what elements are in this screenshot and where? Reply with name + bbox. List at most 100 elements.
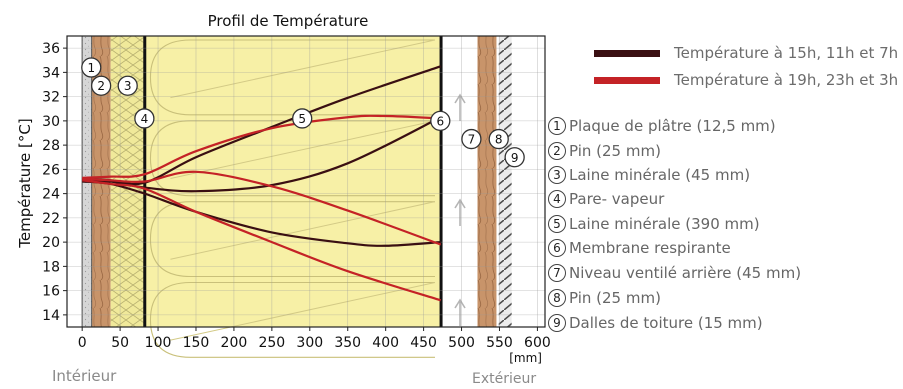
- y-tick-label: 16: [42, 284, 60, 300]
- marker-circle-9: [504, 147, 525, 168]
- y-tick-label: 22: [42, 211, 60, 227]
- x-tick-label: 350: [334, 335, 361, 351]
- y-tick-label: 36: [42, 41, 60, 57]
- y-tick-label: 26: [42, 162, 60, 178]
- layer-badge-7: 7: [548, 264, 566, 282]
- layer-label-2: Pin (25 mm): [569, 142, 661, 160]
- marker-circle-6: [430, 110, 451, 132]
- x-tick-label: 550: [486, 335, 513, 351]
- layer-pine-outer: [477, 36, 497, 327]
- marker-label-4: 4: [141, 112, 149, 126]
- vent-arrow-top: [454, 298, 466, 326]
- marker-label-6: 6: [436, 114, 444, 128]
- vent-arrow-bottom: [454, 93, 466, 121]
- series-2-curve-3: [82, 179, 442, 302]
- marker-label-7: 7: [468, 133, 476, 147]
- marker-circle-7: [461, 128, 482, 150]
- insulation-batt-outline: [149, 39, 435, 116]
- y-tick-label: 18: [42, 259, 60, 275]
- insulation-batt-outline: [149, 281, 435, 358]
- legend-series-day-label: Température à 15h, 11h et 7h: [674, 44, 899, 62]
- marker-label-2: 2: [97, 79, 105, 93]
- layer-badge-4: 4: [548, 190, 566, 208]
- layer-badge-3: 3: [548, 166, 566, 184]
- marker-label-1: 1: [87, 61, 95, 75]
- layer-item-2: 2 Pin (25 mm): [548, 140, 661, 162]
- x-tick-label: 150: [183, 335, 210, 351]
- legend-series-night-label: Température à 19h, 23h et 3h: [674, 71, 899, 89]
- marker-circle-3: [117, 75, 138, 96]
- layer-item-7: 7 Niveau ventilé arrière (45 mm): [548, 262, 801, 284]
- layer-label-1: Plaque de plâtre (12,5 mm): [569, 117, 776, 135]
- layer-badge-6: 6: [548, 239, 566, 257]
- x-tick-label: 450: [410, 335, 437, 351]
- exterior-label: Extérieur: [472, 371, 537, 387]
- layer-badge-8: 8: [548, 289, 566, 307]
- series-1-curve-2: [82, 116, 442, 193]
- y-tick-label: 28: [42, 138, 60, 154]
- insulation-batt-diagonal: [170, 282, 436, 341]
- y-tick-label: 34: [42, 65, 60, 81]
- interior-label: Intérieur: [52, 367, 117, 385]
- insulation-batt-diagonal: [170, 120, 436, 179]
- x-tick-label: 500: [448, 335, 475, 351]
- layer-item-1: 1 Plaque de plâtre (12,5 mm): [548, 115, 776, 137]
- insulation-batt-diagonal: [170, 39, 436, 99]
- marker-circle-1: [81, 57, 102, 78]
- x-tick-label: 300: [296, 335, 323, 351]
- marker-circle-5: [292, 108, 313, 129]
- layer-item-5: 5 Laine minérale (390 mm): [548, 213, 760, 235]
- marker-label-3: 3: [124, 79, 132, 93]
- marker-label-9: 9: [511, 151, 519, 165]
- marker-label-5: 5: [298, 112, 306, 126]
- layer-item-6: 6 Membrane respirante: [548, 237, 731, 259]
- layer-label-7: Niveau ventilé arrière (45 mm): [569, 264, 802, 282]
- legend-series-night: Température à 19h, 23h et 3h: [548, 69, 898, 91]
- y-tick-label: 20: [42, 235, 60, 251]
- legend-series-day: Température à 15h, 11h et 7h: [548, 42, 898, 64]
- layer-item-3: 3 Laine minérale (45 mm): [548, 164, 750, 186]
- legend-swatch-red: [594, 76, 660, 84]
- marker-circle-4: [134, 108, 155, 129]
- layer-label-8: Pin (25 mm): [569, 289, 661, 307]
- layer-ventilated-gap: [443, 36, 478, 327]
- layer-label-3: Laine minérale (45 mm): [569, 166, 751, 184]
- x-axis-unit-label: [mm]: [509, 351, 542, 365]
- x-tick-label: 200: [221, 335, 248, 351]
- layer-label-9: Dalles de toiture (15 mm): [569, 314, 763, 332]
- insulation-batt-diagonal: [170, 201, 436, 260]
- y-tick-label: 30: [42, 114, 60, 130]
- plot-border: [66, 35, 546, 328]
- x-tick-label: 600: [524, 335, 551, 351]
- marker-circle-8: [488, 128, 509, 150]
- layer-item-4: 4 Pare- vapeur: [548, 188, 664, 210]
- chart-title: Profil de Température: [208, 12, 369, 30]
- x-tick-label: 400: [372, 335, 399, 351]
- marker-label-8: 8: [495, 133, 503, 147]
- layer-roof-tiles: [498, 36, 512, 327]
- layer-interior-air: [67, 36, 83, 327]
- vent-arrow-middle: [454, 198, 466, 226]
- y-tick-label: 14: [42, 308, 60, 324]
- x-tick-label: 250: [258, 335, 285, 351]
- layer-label-6: Membrane respirante: [569, 239, 731, 257]
- x-tick-label: 100: [145, 335, 172, 351]
- layer-label-5: Laine minérale (390 mm): [569, 215, 760, 233]
- layer-item-9: 9 Dalles de toiture (15 mm): [548, 312, 763, 334]
- layer-markers: 12 3 4 5 6 7 89: [81, 57, 525, 168]
- x-tick-label: 50: [111, 335, 129, 351]
- series-2-curve-1: [82, 114, 441, 179]
- layer-badge-2: 2: [548, 142, 566, 160]
- legend-swatch-dark: [594, 49, 660, 57]
- layer-badge-1: 1: [548, 117, 566, 135]
- y-tick-label: 32: [42, 90, 60, 106]
- layer-badge-5: 5: [548, 215, 566, 233]
- series-2-curve-2: [82, 170, 442, 246]
- layer-item-8: 8 Pin (25 mm): [548, 287, 661, 309]
- y-axis-label: Température [°C]: [16, 118, 34, 248]
- curve-group: [82, 65, 442, 302]
- layer-label-4: Pare- vapeur: [569, 190, 665, 208]
- plot-grid: [67, 36, 545, 327]
